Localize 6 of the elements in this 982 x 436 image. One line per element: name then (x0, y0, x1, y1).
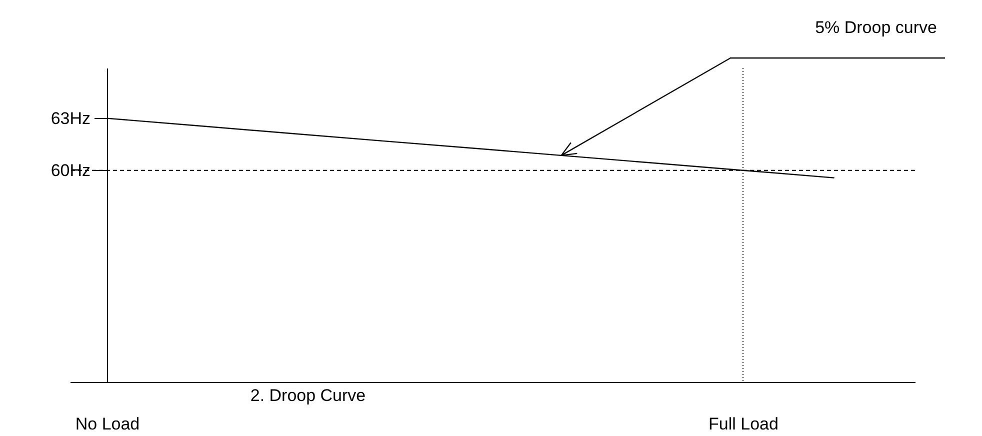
x-tick-label: Full Load (708, 414, 778, 434)
text: 5% Droop curve (815, 18, 937, 37)
text: 2. Droop Curve (250, 386, 366, 405)
y-tick-label: 63Hz (50, 108, 90, 128)
x-tick-label: No Load (75, 414, 140, 434)
y-tick-label: 60Hz (50, 160, 90, 180)
